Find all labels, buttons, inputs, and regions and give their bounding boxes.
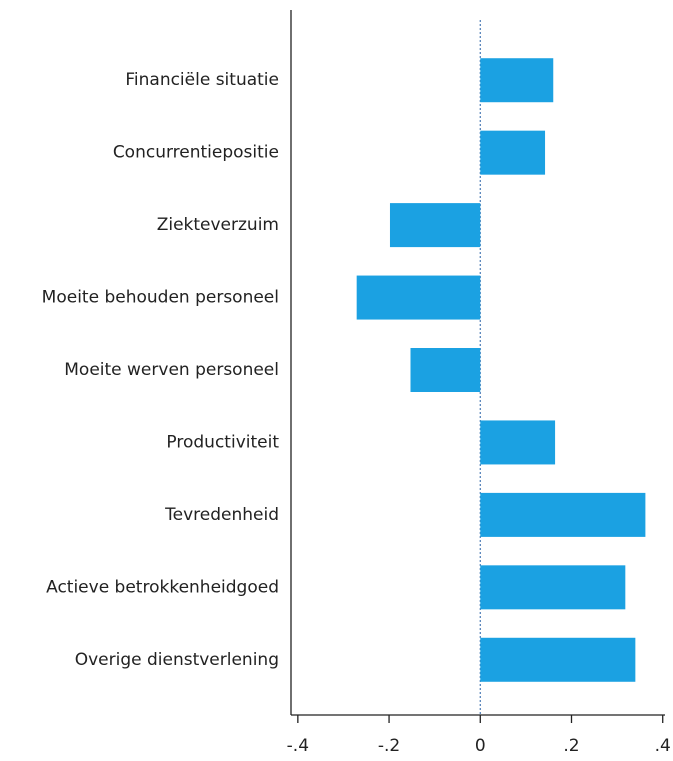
x-tick-label: -.4 xyxy=(287,736,309,756)
bar xyxy=(356,275,481,320)
bar xyxy=(480,58,554,103)
x-tick-label: .2 xyxy=(563,736,579,756)
x-tick-label: -.2 xyxy=(378,736,400,756)
bar xyxy=(480,130,546,175)
y-tick-label: Actieve betrokkenheidgoed xyxy=(46,577,279,597)
bar xyxy=(389,203,481,248)
y-tick-label: Financiële situatie xyxy=(125,70,279,90)
y-tick-label: Moeite behouden personeel xyxy=(42,288,279,308)
bar xyxy=(480,565,626,610)
bar xyxy=(480,492,646,537)
y-tick-label: Moeite werven personeel xyxy=(64,360,279,380)
bar xyxy=(480,637,636,682)
y-tick-label: Ziekteverzuim xyxy=(157,215,279,235)
y-tick-label: Productiviteit xyxy=(166,432,279,452)
y-tick-label: Concurrentiepositie xyxy=(113,143,279,163)
y-tick-label: Overige dienstverlening xyxy=(75,650,279,670)
x-tick-label: .4 xyxy=(655,736,671,756)
bar xyxy=(410,348,481,392)
x-tick-label: 0 xyxy=(475,736,486,756)
bar xyxy=(480,420,556,465)
y-tick-label: Tevredenheid xyxy=(164,505,279,525)
